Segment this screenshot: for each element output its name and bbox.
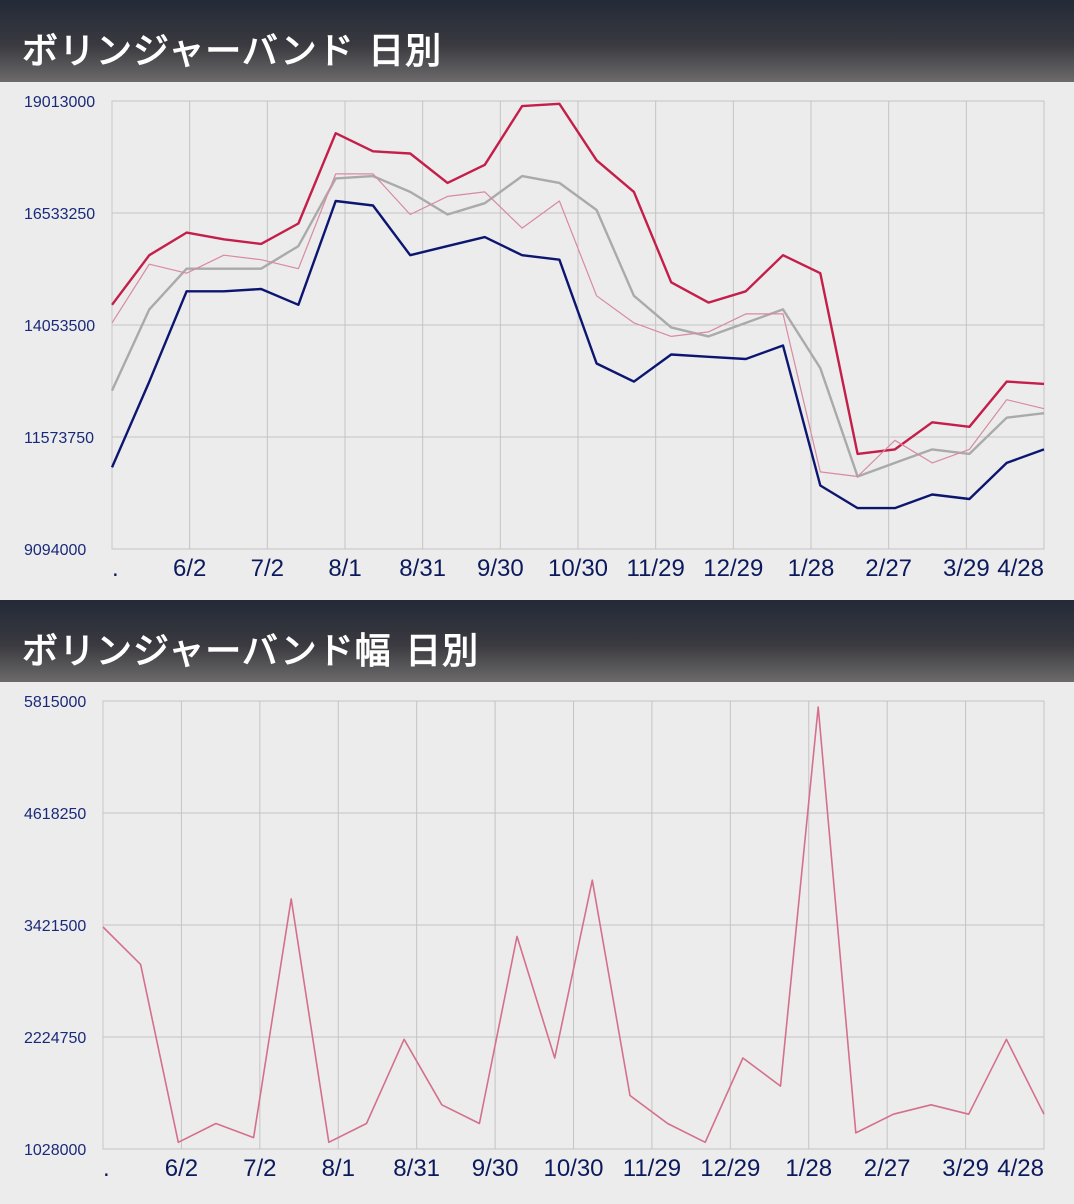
x-tick-label: 12/29 [703,555,763,582]
bollinger-chart: 19013000 16533250 14053500 11573750 9094000.… [24,94,1045,582]
y-tick-label: 1028000 [24,1142,86,1159]
x-tick-label: 4/28 [997,1155,1044,1182]
chart2-panel: 5815000 4618250 3421500 2224750 1028000. 6/2 7… [0,682,1074,1200]
series-price-line [111,173,1045,478]
x-tick-label: 12/29 [700,1155,760,1182]
x-tick-label: . [112,555,119,582]
x-tick-label: 3/29 [943,555,990,582]
x-tick-label: 2/27 [865,555,912,582]
y-tick-label: 19013000 [24,94,95,111]
y-tick-label: 3421500 [24,918,86,935]
x-tick-label: 11/29 [627,555,685,582]
chart1-header: ボリンジャーバンド 日別 [0,0,1074,82]
x-tick-label: 7/2 [251,555,284,582]
y-tick-label: 4618250 [24,806,86,823]
x-tick-label: . [103,1155,110,1182]
x-tick-label: 11/29 [623,1155,681,1182]
x-tick-label: 8/1 [328,555,361,582]
chart1-panel: 19013000 16533250 14053500 11573750 9094000.… [0,82,1074,600]
x-tick-label: 9/30 [472,1155,519,1182]
y-tick-label: 11573750 [24,430,94,447]
series-upper-line [111,102,1045,456]
x-tick-label: 8/31 [393,1155,440,1182]
x-tick-label: 6/2 [165,1155,198,1182]
x-tick-label: 2/27 [864,1155,911,1182]
chart1-title: ボリンジャーバンド 日別 [22,31,443,72]
x-tick-label: 10/30 [548,555,608,582]
x-tick-label: 8/31 [399,555,446,582]
series-lower-line [110,199,1045,510]
y-tick-label: 16533250 [24,206,95,223]
x-tick-label: 6/2 [173,555,206,582]
x-tick-label: 10/30 [543,1155,603,1182]
y-tick-label: 9094000 [24,542,86,559]
chart2-title: ボリンジャーバンド幅 日別 [22,631,480,672]
series-middle-line [110,174,1045,478]
x-tick-label: 8/1 [322,1155,355,1182]
chart2-header: ボリンジャーバンド幅 日別 [0,600,1074,682]
y-tick-label: 5815000 [24,694,86,711]
y-tick-label: 14053500 [24,318,95,335]
series-width-line [102,706,1045,1144]
x-tick-label: 4/28 [997,555,1044,582]
bandwidth-chart: 5815000 4618250 3421500 2224750 1028000. 6/2 7… [24,694,1045,1182]
x-tick-label: 9/30 [477,555,524,582]
x-tick-label: 1/28 [785,1155,832,1182]
y-tick-label: 2224750 [24,1030,86,1047]
x-tick-label: 7/2 [243,1155,276,1182]
x-tick-label: 3/29 [942,1155,989,1182]
x-tick-label: 1/28 [788,555,835,582]
